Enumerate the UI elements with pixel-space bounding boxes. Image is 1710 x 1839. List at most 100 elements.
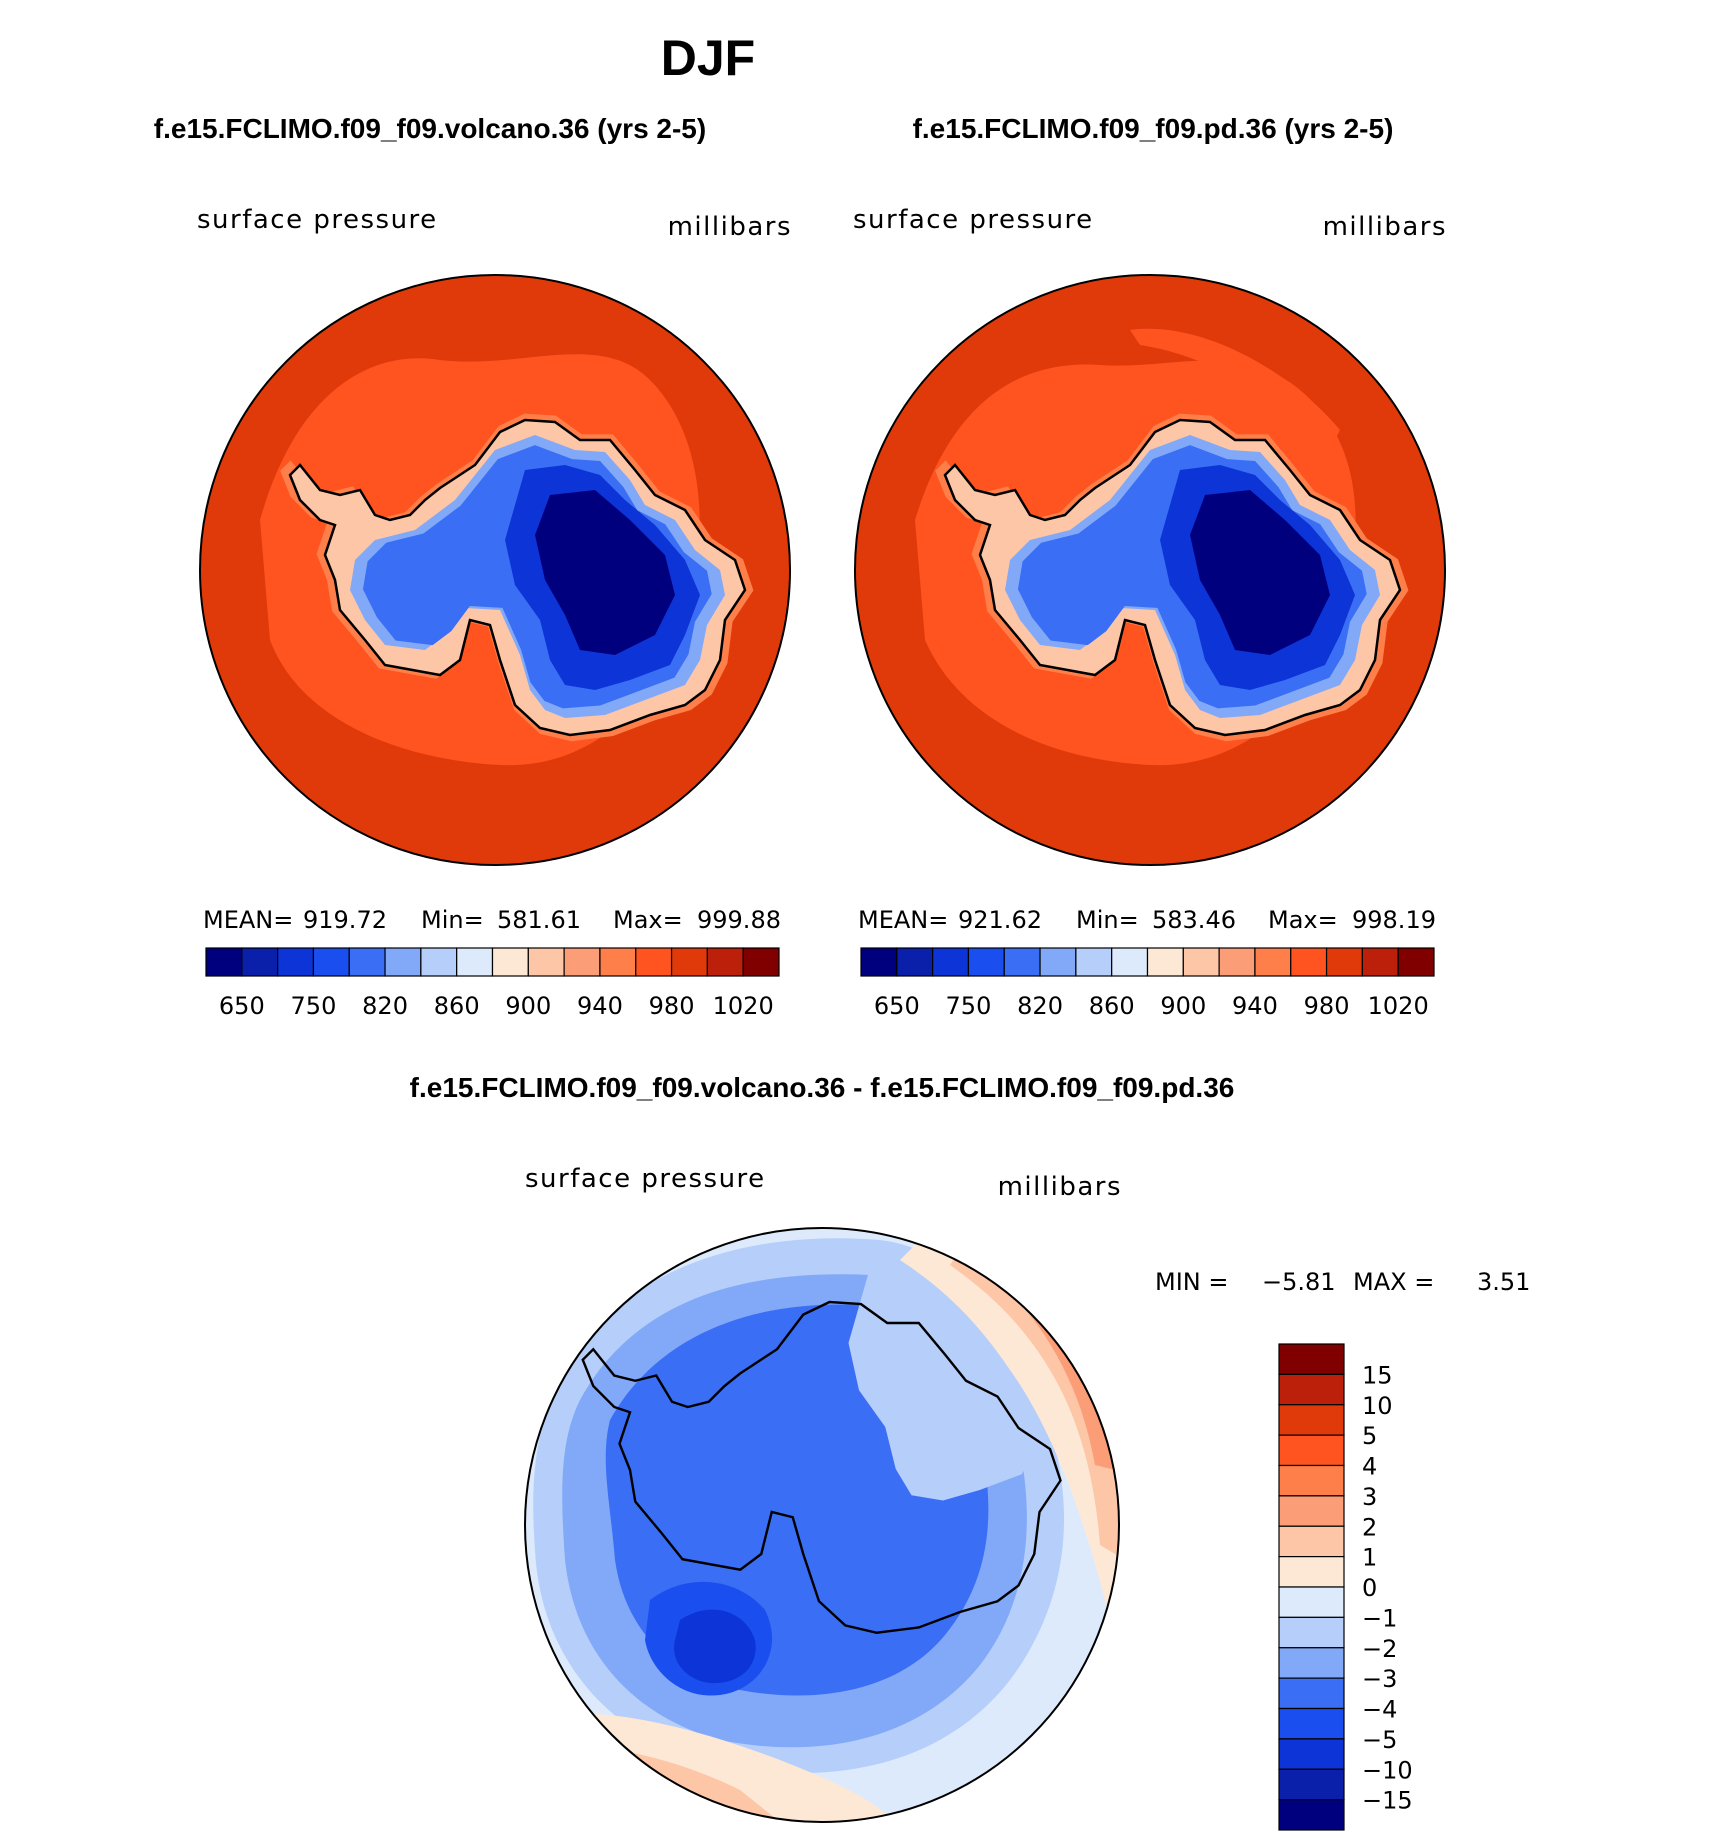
colorbar-swatch [1278, 1768, 1345, 1801]
colorbar-swatch [1146, 947, 1184, 977]
colorbar-tick-label: 860 [434, 992, 480, 1020]
diff-max-label: MAX = [1353, 1268, 1434, 1296]
diff-title: f.e15.FCLIMO.f09_f09.volcano.36 - f.e15.… [410, 1072, 1235, 1103]
min-value: 583.46 [1152, 906, 1236, 934]
colorbar-tick-label: 820 [362, 992, 408, 1020]
variable-label: surface pressure [525, 1164, 766, 1194]
colorbar-tick-label: 940 [1232, 992, 1278, 1020]
colorbar-swatch [1278, 1647, 1345, 1679]
colorbar-swatch [1278, 1525, 1345, 1558]
colorbar-swatch [742, 947, 780, 977]
colorbar-swatch [706, 947, 744, 977]
max-label: Max= [1268, 906, 1338, 934]
panel-difference: f.e15.FCLIMO.f09_f09.volcano.36 - f.e15.… [410, 1072, 1530, 1831]
variable-label: surface pressure [853, 205, 1094, 235]
colorbar-swatch [1254, 947, 1292, 977]
colorbar-tick-label: 5 [1362, 1422, 1377, 1450]
colorbar-swatch [1111, 947, 1149, 977]
colorbar-swatch [1325, 947, 1363, 977]
colorbar-swatch [967, 947, 1005, 977]
diff-minmax: MIN = −5.81 MAX = 3.51 [1155, 1268, 1530, 1296]
colorbar-tick-label: 900 [1160, 992, 1206, 1020]
colorbar-tick-label: 820 [1017, 992, 1063, 1020]
panel-case-title: f.e15.FCLIMO.f09_f09.volcano.36 (yrs 2-5… [154, 113, 706, 144]
colorbar-tick-label: 650 [874, 992, 920, 1020]
colorbar-swatch [932, 947, 970, 977]
colorbar-swatch [563, 947, 601, 977]
colorbar-tick-label: 900 [505, 992, 551, 1020]
colorbar-swatch [1278, 1404, 1345, 1436]
colorbar-swatch [1290, 947, 1328, 977]
polar-map [200, 275, 790, 865]
min-value: 581.61 [497, 906, 581, 934]
colorbar-swatch [241, 947, 279, 977]
colorbar-swatch [1278, 1495, 1345, 1527]
panel-case-title: f.e15.FCLIMO.f09_f09.pd.36 (yrs 2-5) [913, 113, 1394, 144]
colorbar-tick-label: −2 [1362, 1635, 1397, 1663]
colorbar-tick-label: −10 [1362, 1756, 1413, 1784]
colorbar-swatch [1397, 947, 1435, 977]
colorbar-swatch [1039, 947, 1077, 977]
colorbar-swatch [527, 947, 565, 977]
units-label: millibars [998, 1172, 1122, 1202]
colorbar-swatch [670, 947, 708, 977]
mean-value: 921.62 [958, 906, 1042, 934]
max-value: 999.88 [697, 906, 781, 934]
colorbar-tick-label: 650 [219, 992, 265, 1020]
colorbar-swatch [312, 947, 350, 977]
stats-line: MEAN= 921.62 Min= 583.46 Max= 998.19 [858, 906, 1436, 934]
diff-min-value: −5.81 [1262, 1268, 1336, 1296]
colorbar-swatch [1182, 947, 1220, 977]
colorbar-swatch [1278, 1556, 1345, 1588]
colorbar-tick-label: 1 [1362, 1544, 1377, 1572]
colorbar-swatch [599, 947, 637, 977]
min-label: Min= [421, 906, 484, 934]
colorbar-swatch [1218, 947, 1256, 977]
colorbar-tick-label: 750 [946, 992, 992, 1020]
min-label: Min= [1076, 906, 1139, 934]
colorbar-swatch [1278, 1373, 1345, 1406]
colorbar-swatch [384, 947, 422, 977]
stats-line: MEAN= 919.72 Min= 581.61 Max= 999.88 [203, 906, 781, 934]
max-label: Max= [613, 906, 683, 934]
colorbar-swatch [491, 947, 529, 977]
diff-max-value: 3.51 [1477, 1268, 1530, 1296]
colorbar-swatch [1278, 1464, 1345, 1497]
colorbar-swatch [1003, 947, 1041, 977]
units-label: millibars [1323, 212, 1447, 242]
figure-title: DJF [661, 30, 755, 86]
colorbar-swatch [205, 947, 243, 977]
colorbar-tick-label: 750 [291, 992, 337, 1020]
colorbar-swatch [277, 947, 315, 977]
colorbar-tick-label: −5 [1362, 1726, 1397, 1754]
colorbar-tick-label: −4 [1362, 1696, 1397, 1724]
colorbar-tick-label: 3 [1362, 1483, 1377, 1511]
colorbar-tick-label: 1020 [1368, 992, 1429, 1020]
colorbar-tick-label: 0 [1362, 1574, 1377, 1602]
colorbar-swatch [896, 947, 934, 977]
colorbar-swatch [348, 947, 386, 977]
colorbar-swatch [1278, 1616, 1345, 1649]
panel-pd: f.e15.FCLIMO.f09_f09.pd.36 (yrs 2-5) sur… [853, 113, 1447, 1020]
variable-label: surface pressure [197, 205, 438, 235]
colorbar-swatch [1278, 1707, 1345, 1740]
colorbar-swatch [1278, 1434, 1345, 1467]
colorbar-tick-label: 15 [1362, 1361, 1393, 1389]
colorbar-swatch [1278, 1677, 1345, 1710]
colorbar-tick-label: 980 [1304, 992, 1350, 1020]
colorbar-swatch [1278, 1738, 1345, 1770]
diff-min-label: MIN = [1155, 1268, 1228, 1296]
polar-map [855, 275, 1445, 865]
units-label: millibars [668, 212, 792, 242]
colorbar-tick-label: 940 [577, 992, 623, 1020]
mean-label: MEAN= [858, 906, 948, 934]
colorbar-abs: 650 750 820 860 900 940 980 1020 [205, 947, 780, 1020]
colorbar-swatch [1278, 1799, 1345, 1831]
colorbar-tick-label: 860 [1089, 992, 1135, 1020]
polar-map-diff [525, 1228, 1119, 1822]
colorbar-tick-label: 1020 [713, 992, 774, 1020]
colorbar-swatch [1075, 947, 1113, 977]
colorbar-tick-label: 10 [1362, 1392, 1393, 1420]
